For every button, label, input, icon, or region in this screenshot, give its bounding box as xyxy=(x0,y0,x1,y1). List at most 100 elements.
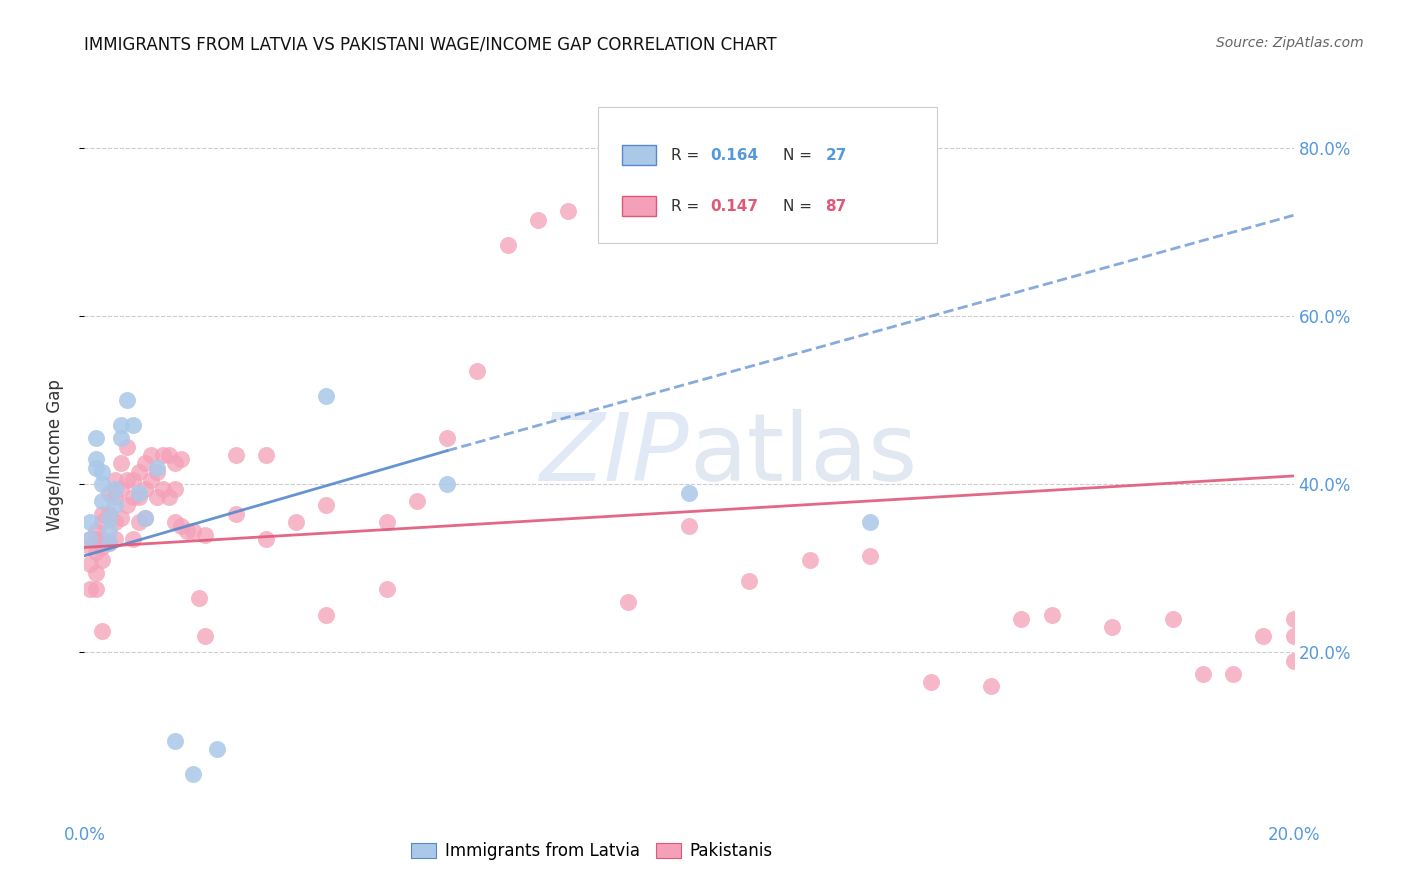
Point xyxy=(97,536,120,550)
Point xyxy=(128,485,150,500)
Point xyxy=(678,485,700,500)
Point xyxy=(285,515,308,529)
Point xyxy=(110,418,132,433)
Point xyxy=(1040,607,1063,622)
Point xyxy=(1253,629,1275,643)
Point xyxy=(1192,666,1215,681)
Point xyxy=(146,460,169,475)
Point xyxy=(406,494,429,508)
Point xyxy=(86,582,108,597)
Text: 0.164: 0.164 xyxy=(710,147,759,162)
Point xyxy=(86,544,108,558)
Point xyxy=(139,473,162,487)
Point xyxy=(165,456,187,470)
Text: N =: N = xyxy=(783,199,817,214)
Point xyxy=(91,541,114,555)
Point xyxy=(1011,612,1033,626)
Point xyxy=(1282,612,1305,626)
Point xyxy=(104,473,127,487)
Point xyxy=(134,482,156,496)
Point xyxy=(176,524,198,538)
Point xyxy=(115,440,138,454)
Point xyxy=(121,490,143,504)
Point xyxy=(91,477,114,491)
Point xyxy=(165,733,187,747)
Point xyxy=(436,431,458,445)
Point xyxy=(91,553,114,567)
Point xyxy=(104,515,127,529)
Point xyxy=(128,515,150,529)
Text: R =: R = xyxy=(671,147,704,162)
Point xyxy=(134,511,156,525)
Point xyxy=(97,511,120,525)
Point xyxy=(97,507,120,521)
Point xyxy=(152,482,174,496)
Point xyxy=(91,465,114,479)
Point xyxy=(315,607,337,622)
Point xyxy=(86,566,108,580)
Point xyxy=(165,482,187,496)
Text: IMMIGRANTS FROM LATVIA VS PAKISTANI WAGE/INCOME GAP CORRELATION CHART: IMMIGRANTS FROM LATVIA VS PAKISTANI WAGE… xyxy=(84,36,778,54)
Point xyxy=(1222,666,1244,681)
Point xyxy=(678,519,700,533)
Point xyxy=(121,473,143,487)
Point xyxy=(738,574,761,588)
Point xyxy=(467,364,489,378)
Text: atlas: atlas xyxy=(689,409,917,501)
Point xyxy=(86,532,108,546)
Point xyxy=(79,582,101,597)
Point xyxy=(91,494,114,508)
Y-axis label: Wage/Income Gap: Wage/Income Gap xyxy=(45,379,63,531)
Point xyxy=(207,742,229,756)
Point xyxy=(157,448,180,462)
Point xyxy=(859,549,882,563)
Point xyxy=(1282,654,1305,668)
Point xyxy=(315,389,337,403)
Point xyxy=(91,624,114,639)
Point xyxy=(115,499,138,513)
Point xyxy=(617,595,640,609)
Point xyxy=(110,482,132,496)
Point xyxy=(194,528,217,542)
Point xyxy=(110,431,132,445)
Text: Source: ZipAtlas.com: Source: ZipAtlas.com xyxy=(1216,36,1364,50)
Point xyxy=(181,524,204,538)
Point xyxy=(91,532,114,546)
Point xyxy=(157,490,180,504)
Point xyxy=(165,515,187,529)
Text: N =: N = xyxy=(783,147,817,162)
FancyBboxPatch shape xyxy=(623,145,657,165)
Point xyxy=(104,490,127,504)
Text: 0.147: 0.147 xyxy=(710,199,759,214)
FancyBboxPatch shape xyxy=(623,196,657,217)
Point xyxy=(86,431,108,445)
Point xyxy=(86,460,108,475)
Point xyxy=(980,679,1002,693)
Point xyxy=(97,485,120,500)
Point xyxy=(315,499,337,513)
Point xyxy=(104,532,127,546)
Point xyxy=(79,558,101,572)
Point xyxy=(859,515,882,529)
Point xyxy=(79,541,101,555)
Point xyxy=(97,536,120,550)
FancyBboxPatch shape xyxy=(599,108,936,243)
Point xyxy=(799,553,821,567)
Point xyxy=(152,448,174,462)
Point xyxy=(86,524,108,538)
Point xyxy=(128,465,150,479)
Point xyxy=(1101,620,1123,634)
Point xyxy=(128,490,150,504)
Point xyxy=(97,524,120,538)
Point xyxy=(110,456,132,470)
Point xyxy=(139,448,162,462)
Point xyxy=(115,473,138,487)
Point xyxy=(91,507,114,521)
Point xyxy=(188,591,211,605)
Point xyxy=(1161,612,1184,626)
Point xyxy=(79,515,101,529)
Point xyxy=(225,507,247,521)
Point xyxy=(110,511,132,525)
Point xyxy=(194,629,217,643)
Point xyxy=(225,448,247,462)
